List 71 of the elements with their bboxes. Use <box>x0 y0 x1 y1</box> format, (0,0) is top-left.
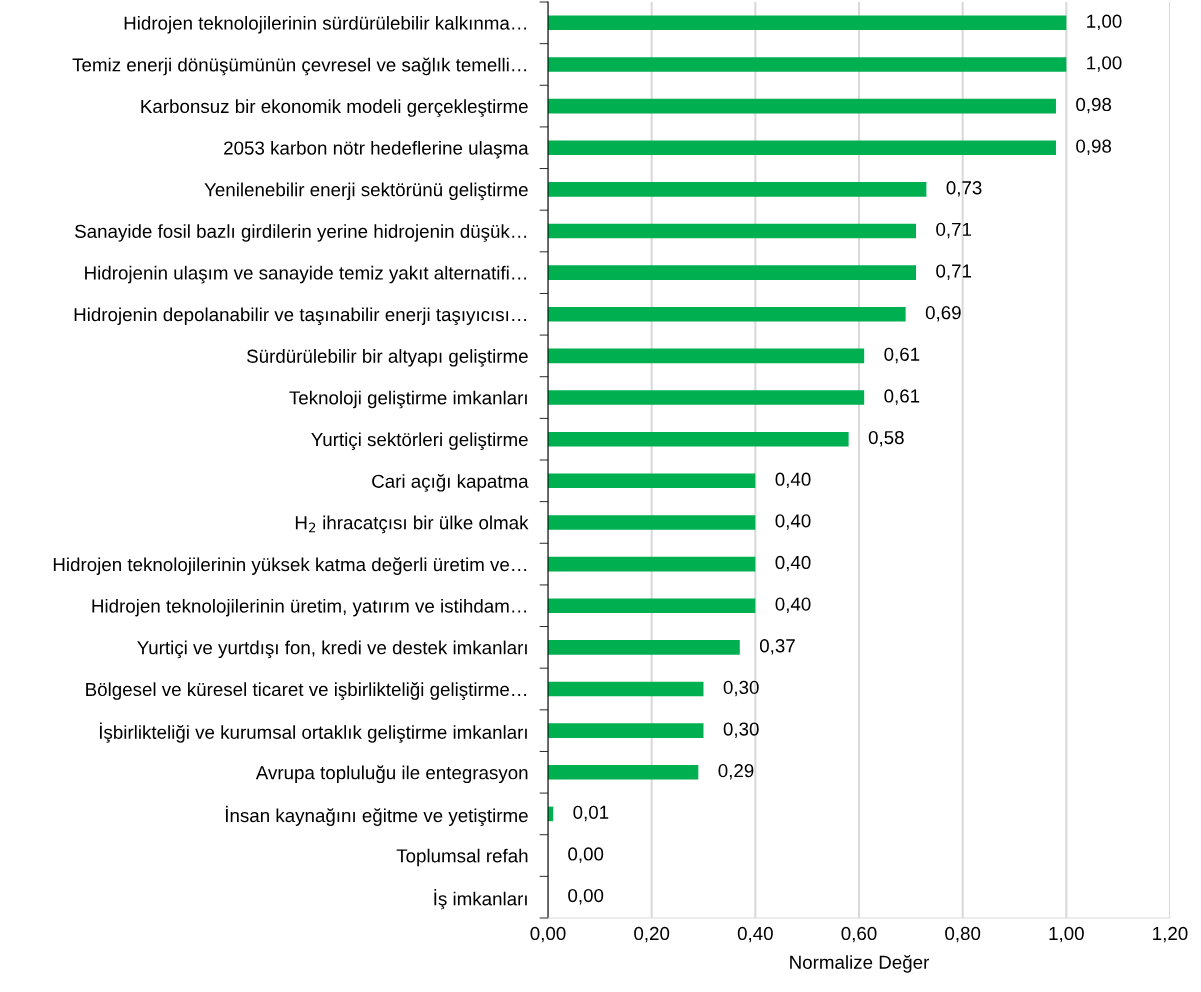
bar <box>548 681 704 697</box>
bar <box>548 723 704 738</box>
y-tick-label: Yenilenebilir enerji sektörünü geliştirme <box>204 182 528 201</box>
y-tick-label: H$_{2}$ ihracatçısı bir ülke olmak <box>295 515 529 534</box>
data-label: 0,40 <box>775 472 811 489</box>
bar <box>548 265 917 280</box>
data-label: 0,69 <box>925 306 961 322</box>
y-tick-label: Hidrojen teknolojilerinin yüksek katma değerli üretim ve… <box>53 557 527 575</box>
y-tick-label: Cari açığı kapatma <box>372 473 529 492</box>
data-label: 0,40 <box>775 555 811 572</box>
y-tick-label: Teknoloji geliştirme imkanları <box>289 390 527 409</box>
x-tick-label: 0,40 <box>737 926 773 943</box>
bar <box>548 556 756 572</box>
bar <box>548 140 1056 156</box>
y-tick-label: Avrupa topluluğu ile entegrasyon <box>255 765 528 784</box>
y-tick-label: Yurtiçi ve yurtdışı fon, kredi ve destek imkanları <box>137 640 527 659</box>
data-label: 0,00 <box>568 888 604 905</box>
bar <box>548 515 756 530</box>
data-label: 0,30 <box>723 680 759 697</box>
y-tick-label: İşbirlikteliği ve kurumsal ortaklık geliştirme imkanları <box>99 722 527 743</box>
data-label: 0,61 <box>884 347 920 364</box>
data-label: 0,98 <box>1076 97 1112 114</box>
bar <box>548 764 699 780</box>
x-tick-label: 1,00 <box>1049 926 1084 943</box>
y-tick-label: Hidrojenin depolanabilir ve taşınabilir enerji taşıyıcısı… <box>74 307 527 326</box>
bar <box>548 640 740 655</box>
y-tick-label: Hidrojen teknolojilerinin üretim, yatırım ve istihdam… <box>92 598 527 617</box>
y-tick-label: Toplumsal refah <box>396 848 528 867</box>
y-tick-label: Hidrojenin ulaşım ve sanayide temiz yakıt alternatifi… <box>85 265 527 284</box>
y-tick-label: Hidrojen teknolojilerinin sürdürülebilir kalkınma… <box>124 16 527 34</box>
bar <box>548 390 865 405</box>
y-tick-label: 2053 karbon nötr hedeflerine ulaşma <box>224 140 529 159</box>
bar <box>548 473 756 489</box>
x-tick-label: 1,20 <box>1153 926 1188 943</box>
bar <box>548 223 917 239</box>
x-axis-title: Normalize Değer <box>790 954 930 973</box>
bar <box>548 15 1067 31</box>
data-label: 0,61 <box>884 389 920 405</box>
data-label: 0,73 <box>946 181 982 197</box>
y-tick-label: Yurtiçi sektörleri geliştirme <box>311 432 528 450</box>
y-tick-label: İş imkanları <box>434 889 527 910</box>
bar <box>548 348 865 364</box>
x-tick-label: 0,00 <box>530 926 566 943</box>
y-tick-label: Temiz enerji dönüşümünün çevresel ve sağlık temelli… <box>72 57 527 76</box>
data-label: 0,29 <box>718 764 754 780</box>
data-label: 0,71 <box>936 222 972 239</box>
bar <box>548 306 906 322</box>
data-label: 0,00 <box>568 847 604 863</box>
data-label: 0,40 <box>775 597 811 613</box>
data-label: 0,58 <box>868 430 904 447</box>
bar <box>548 431 849 447</box>
x-tick-label: 0,80 <box>945 926 981 943</box>
data-label: 0,40 <box>775 514 811 530</box>
y-tick-label: İnsan kaynağını eğitme ve yetiştirme <box>226 805 528 826</box>
bar <box>548 598 756 614</box>
data-label: 0,98 <box>1076 139 1112 155</box>
data-label: 0,01 <box>573 805 609 822</box>
bar <box>548 98 1056 114</box>
data-label: 0,71 <box>936 264 972 280</box>
y-tick-label: Sürdürülebilir bir altyapı geliştirme <box>247 349 528 367</box>
bar <box>548 57 1067 72</box>
x-tick-label: 0,20 <box>634 926 670 943</box>
data-label: 0,37 <box>759 639 795 655</box>
y-tick-label: Bölgesel ve küresel ticaret ve işbirlikteliği geliştirme… <box>86 682 527 700</box>
x-tick-label: 0,60 <box>841 926 877 943</box>
bar <box>548 182 927 197</box>
data-label: 0,30 <box>723 722 759 738</box>
y-tick-label: Karbonsuz bir ekonomik modeli gerçekleştirme <box>141 99 528 117</box>
data-label: 1,00 <box>1087 56 1122 72</box>
y-tick-label: Sanayide fosil bazlı girdilerin yerine hidrojenin düşük… <box>75 224 527 242</box>
data-label: 1,00 <box>1087 14 1122 31</box>
